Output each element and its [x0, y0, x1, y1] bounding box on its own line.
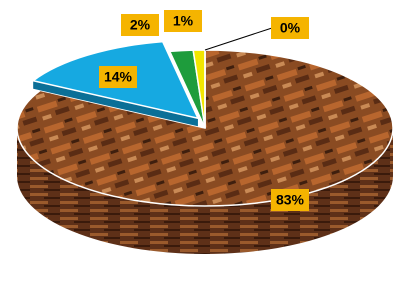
- data-label: 14%: [104, 69, 133, 85]
- data-label: 83%: [276, 192, 305, 208]
- leader-line: [205, 28, 272, 50]
- data-label: 0%: [280, 20, 301, 36]
- data-label: 2%: [130, 17, 151, 33]
- chart: 83% 14% 2% 1% 0%: [0, 0, 398, 285]
- data-label: 1%: [173, 13, 194, 29]
